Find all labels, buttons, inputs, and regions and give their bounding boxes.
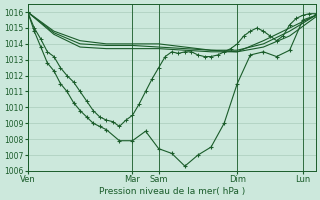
X-axis label: Pression niveau de la mer( hPa ): Pression niveau de la mer( hPa ) xyxy=(99,187,245,196)
